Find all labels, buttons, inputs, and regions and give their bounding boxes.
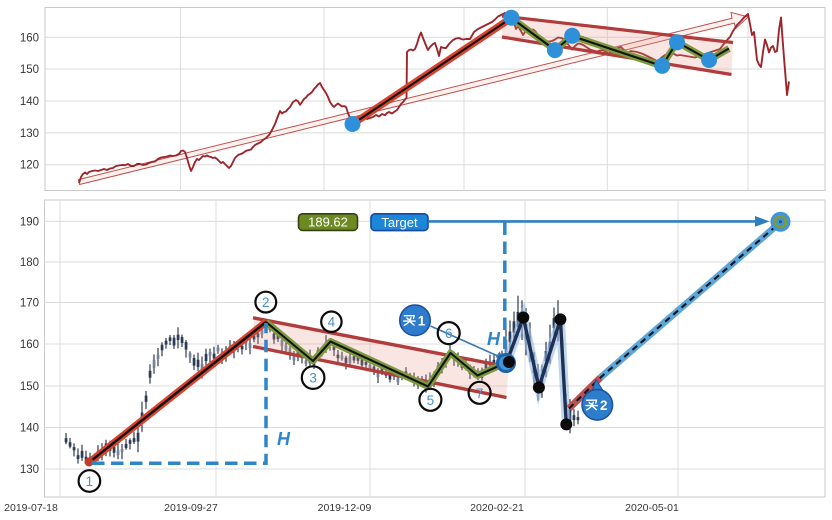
svg-text:2019-07-18: 2019-07-18 <box>4 502 58 514</box>
svg-text:170: 170 <box>20 298 39 310</box>
svg-text:189.62: 189.62 <box>308 215 348 230</box>
svg-text:Target: Target <box>381 215 418 230</box>
svg-text:4: 4 <box>328 315 336 330</box>
svg-text:150: 150 <box>20 64 39 76</box>
svg-text:5: 5 <box>427 393 435 408</box>
svg-text:190: 190 <box>20 216 39 228</box>
svg-text:120: 120 <box>20 160 39 172</box>
svg-text:H: H <box>277 429 291 449</box>
svg-text:2: 2 <box>262 295 270 310</box>
svg-text:2019-12-09: 2019-12-09 <box>318 502 372 514</box>
svg-text:1: 1 <box>86 474 94 489</box>
svg-text:1: 1 <box>418 313 426 328</box>
svg-text:6: 6 <box>445 326 453 341</box>
svg-text:150: 150 <box>20 381 39 393</box>
svg-text:160: 160 <box>20 339 39 351</box>
svg-text:2020-05-01: 2020-05-01 <box>625 502 679 514</box>
svg-text:180: 180 <box>20 257 39 269</box>
svg-text:H: H <box>487 329 501 349</box>
svg-text:2020-02-21: 2020-02-21 <box>470 502 524 514</box>
svg-text:140: 140 <box>20 423 39 435</box>
svg-text:130: 130 <box>20 128 39 140</box>
svg-text:140: 140 <box>20 96 39 108</box>
svg-text:2019-09-27: 2019-09-27 <box>164 502 218 514</box>
svg-text:130: 130 <box>20 464 39 476</box>
svg-text:160: 160 <box>20 32 39 44</box>
svg-text:7: 7 <box>476 386 484 401</box>
svg-text:2: 2 <box>600 398 608 413</box>
svg-text:3: 3 <box>309 371 317 386</box>
